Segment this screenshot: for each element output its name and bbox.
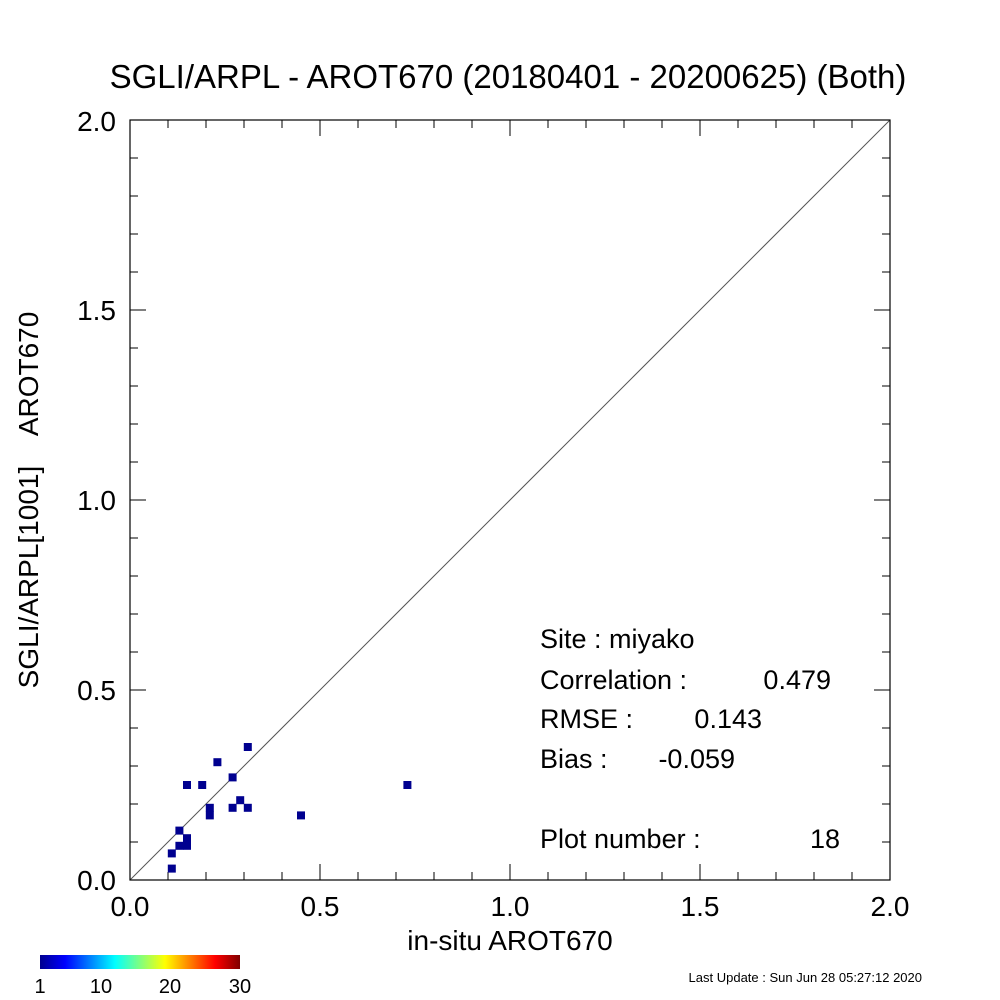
data-point: [213, 758, 222, 767]
bias-label: Bias :: [540, 744, 608, 774]
data-point: [236, 796, 245, 805]
data-point: [205, 803, 214, 812]
colorbar: 1 10 20 30: [34, 955, 251, 998]
data-point: [403, 781, 412, 789]
colorbar-label: 10: [90, 976, 112, 998]
site-label: Site : miyako: [540, 624, 695, 654]
data-point: [198, 781, 207, 789]
x-axis-label: in-situ AROT670: [407, 925, 612, 956]
data-points: [167, 743, 412, 873]
y-axis-label: SGLI/ARPL[1001] AROT670: [13, 312, 44, 689]
rmse-value: 0.143: [694, 704, 762, 734]
y-tick-label: 1.0: [77, 485, 116, 516]
data-point: [297, 811, 305, 820]
y-tick-label: 0.0: [77, 865, 116, 896]
x-tick-label: 1.0: [491, 891, 530, 922]
data-point: [228, 773, 237, 782]
colorbar-label: 30: [229, 976, 251, 998]
data-point: [183, 841, 191, 850]
data-point: [205, 811, 214, 820]
last-update-text: Last Update : Sun Jun 28 05:27:12 2020: [689, 970, 922, 985]
correlation-value: 0.479: [763, 665, 831, 695]
correlation-label: Correlation :: [540, 665, 687, 695]
x-tick-label: 0.0: [111, 891, 150, 922]
plot-number-label: Plot number :: [540, 824, 701, 854]
plot-number-value: 18: [810, 824, 840, 854]
colorbar-label: 1: [34, 976, 45, 998]
axis-ticks: [129, 119, 891, 881]
x-tick-label: 0.5: [301, 891, 340, 922]
colorbar-gradient: [40, 955, 240, 969]
data-point: [183, 781, 191, 789]
bias-value: -0.059: [658, 744, 735, 774]
data-point: [175, 841, 184, 850]
x-tick-label: 2.0: [871, 891, 910, 922]
y-tick-label: 0.5: [77, 675, 116, 706]
data-point: [243, 803, 252, 812]
data-point: [167, 864, 176, 873]
chart-title: SGLI/ARPL - AROT670 (20180401 - 20200625…: [110, 58, 907, 95]
stats-annotation: Site : miyako Correlation : 0.479 RMSE :…: [540, 624, 840, 854]
y-tick-label: 2.0: [77, 106, 116, 137]
y-tick-labels: 0.0 0.5 1.0 1.5 2.0: [77, 106, 116, 896]
colorbar-label: 20: [159, 976, 181, 998]
y-tick-label: 1.5: [77, 295, 116, 326]
data-point: [183, 834, 191, 843]
data-point: [243, 743, 252, 751]
data-point: [228, 803, 237, 812]
one-to-one-line: [129, 119, 891, 881]
x-tick-labels: 0.0 0.5 1.0 1.5 2.0: [111, 891, 910, 922]
rmse-label: RMSE :: [540, 704, 633, 734]
x-tick-label: 1.5: [681, 891, 720, 922]
data-point: [167, 849, 176, 858]
data-point: [175, 826, 184, 835]
